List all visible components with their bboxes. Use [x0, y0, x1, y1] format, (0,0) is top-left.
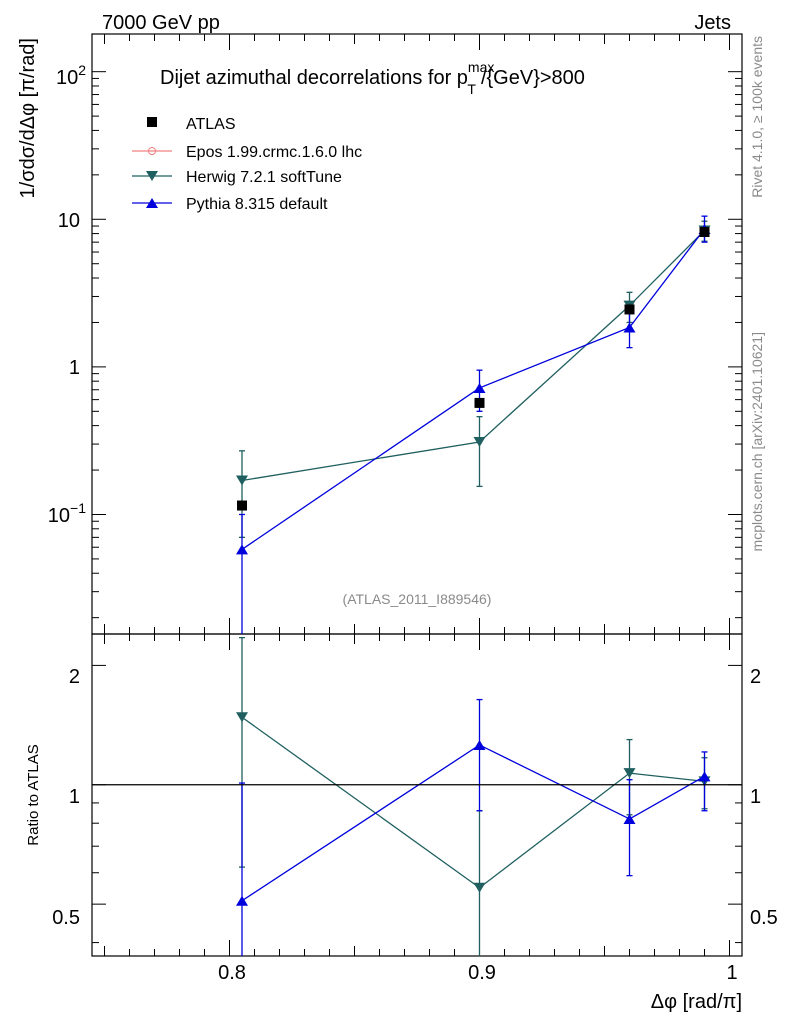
ratio-point-herwig	[473, 882, 486, 893]
legend-marker-pythia	[146, 198, 158, 208]
ratio-ytick-1-right: 1	[750, 786, 761, 808]
ratio-point-pythia	[623, 813, 636, 824]
ratio-ytick-2-left: 2	[69, 666, 80, 688]
ratio-line-pythia	[241, 744, 705, 902]
xlabel: Δφ [rad/π]	[651, 991, 742, 1013]
main-point-pythia	[236, 544, 248, 555]
ratio-point-pythia	[698, 771, 711, 782]
ratio-ylabel: Ratio to ATLAS	[25, 744, 42, 845]
main-point-atlas	[474, 397, 485, 408]
ytick-label-10: 10	[58, 210, 80, 232]
ytick-label-0.1: 10−1	[48, 500, 86, 527]
legend: ATLAS Epos 1.99.crmc.1.6.0 lhc Herwig 7.…	[132, 116, 362, 213]
legend-label-herwig: Herwig 7.2.1 softTune	[186, 169, 342, 186]
main-point-atlas	[624, 304, 635, 315]
mcplots-watermark: mcplots.cern.ch [arXiv:2401.10621]	[749, 332, 765, 551]
ratio-point-herwig	[236, 712, 248, 723]
header-left: 7000 GeV pp	[102, 12, 220, 34]
ytick-label-100: 102	[56, 62, 86, 89]
ratio-ytick-0.5-right: 0.5	[750, 907, 778, 929]
main-line-herwig	[241, 230, 705, 482]
main-series	[236, 215, 711, 634]
legend-marker-atlas	[147, 117, 157, 127]
ratio-series	[236, 636, 711, 956]
main-point-atlas	[237, 500, 247, 511]
legend-marker-epos	[148, 147, 156, 155]
ratio-line-herwig	[241, 716, 705, 889]
main-ticks	[92, 34, 742, 634]
ratio-ytick-1-left: 1	[69, 786, 80, 808]
ratio-point-pythia	[236, 895, 248, 906]
ratio-ytick-0.5-left: 0.5	[52, 907, 80, 929]
xtick-label-1: 1	[726, 962, 737, 984]
ytick-label-1: 1	[69, 357, 80, 379]
main-ylabel: 1/σdσ/dΔφ [π/rad]	[17, 38, 39, 198]
rivet-watermark: Rivet 4.1.0, ≥ 100k events	[749, 36, 765, 198]
ratio-point-pythia	[473, 739, 486, 750]
main-line-pythia	[241, 228, 706, 550]
main-point-pythia	[473, 382, 486, 393]
main-point-atlas	[699, 227, 710, 238]
main-point-pythia	[623, 322, 636, 333]
ratio-ytick-2-right: 2	[750, 666, 761, 688]
xtick-label-0.9: 0.9	[468, 962, 496, 984]
main-point-herwig	[473, 436, 486, 447]
xtick-label-0.8: 0.8	[218, 962, 246, 984]
header-right: Jets	[694, 12, 731, 34]
chart-title: Dijet azimuthal decorrelations for pmax T…	[160, 59, 585, 97]
legend-marker-herwig	[146, 171, 158, 181]
legend-label-pythia: Pythia 8.315 default	[186, 196, 328, 213]
ratio-ticks	[92, 634, 742, 956]
ratio-frame	[91, 633, 743, 957]
legend-label-epos: Epos 1.99.crmc.1.6.0 lhc	[186, 144, 362, 161]
main-point-herwig	[236, 475, 248, 486]
legend-label-atlas: ATLAS	[186, 116, 236, 133]
analysis-label: (ATLAS_2011_I889546)	[343, 591, 492, 607]
ratio-point-herwig	[623, 768, 636, 779]
